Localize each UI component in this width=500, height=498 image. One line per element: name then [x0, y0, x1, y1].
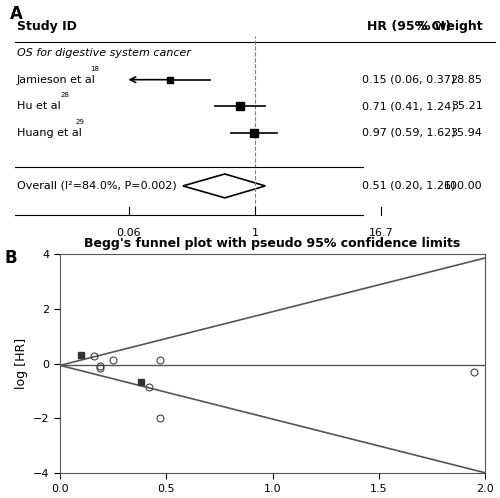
Y-axis label: log [HR]: log [HR] — [14, 338, 28, 389]
Text: 0.71 (0.41, 1.24): 0.71 (0.41, 1.24) — [362, 101, 456, 111]
Text: 28.85: 28.85 — [450, 75, 482, 85]
Text: 0.51 (0.20, 1.26): 0.51 (0.20, 1.26) — [362, 181, 456, 191]
Text: 0.15 (0.06, 0.37): 0.15 (0.06, 0.37) — [362, 75, 456, 85]
Text: Hu et al: Hu et al — [17, 101, 61, 111]
Text: Study ID: Study ID — [17, 20, 77, 33]
Text: 28: 28 — [60, 92, 69, 98]
Text: 29: 29 — [75, 119, 84, 125]
Text: 35.21: 35.21 — [451, 101, 482, 111]
Text: B: B — [5, 249, 18, 267]
Text: 0.06: 0.06 — [116, 229, 141, 239]
Text: Jamieson et al: Jamieson et al — [17, 75, 96, 85]
Text: OS for digestive system cancer: OS for digestive system cancer — [17, 48, 191, 58]
Text: 35.94: 35.94 — [450, 128, 482, 138]
Text: A: A — [10, 5, 23, 23]
Text: Huang et al: Huang et al — [17, 128, 82, 138]
Text: 18: 18 — [90, 66, 100, 72]
Text: % weight: % weight — [418, 20, 482, 33]
Text: HR (95% CI): HR (95% CI) — [367, 20, 451, 33]
Text: 0.97 (0.59, 1.62): 0.97 (0.59, 1.62) — [362, 128, 456, 138]
Title: Begg's funnel plot with pseudo 95% confidence limits: Begg's funnel plot with pseudo 95% confi… — [84, 237, 460, 250]
Text: 1: 1 — [252, 229, 258, 239]
Text: Overall (I²=84.0%, P=0.002): Overall (I²=84.0%, P=0.002) — [17, 181, 177, 191]
Text: 100.00: 100.00 — [444, 181, 482, 191]
Text: 16.7: 16.7 — [368, 229, 394, 239]
